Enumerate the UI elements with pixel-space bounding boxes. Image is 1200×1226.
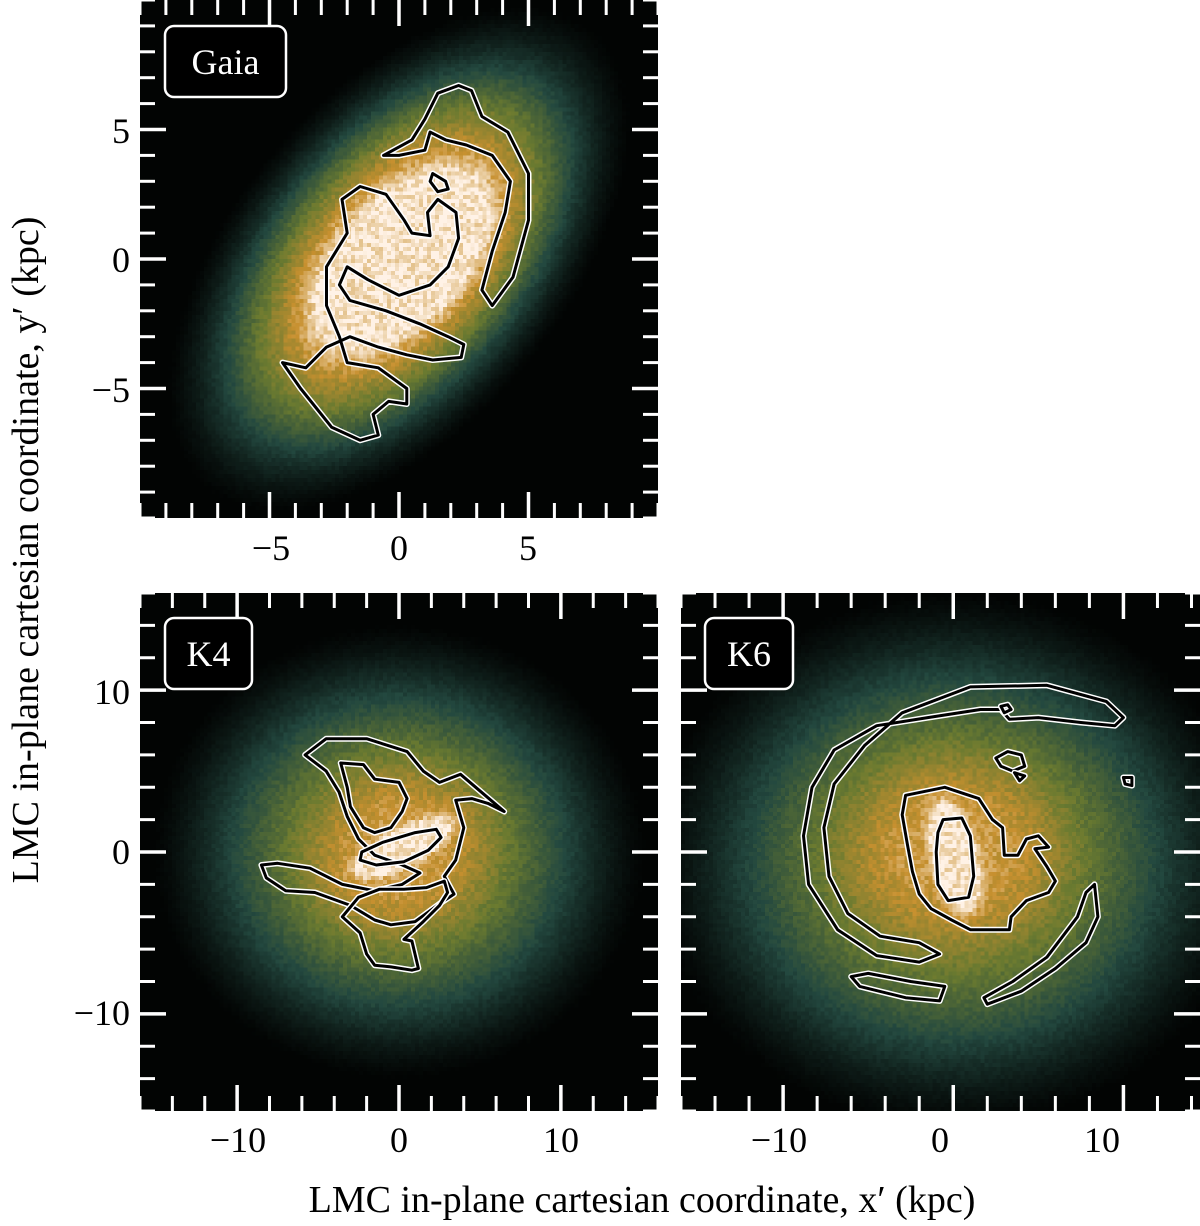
k4-contour-1 [339, 761, 409, 835]
panel-gaia: Gaia −5 0 5 5 0 −5 [92, 0, 660, 568]
panel-k6-contours [800, 682, 1135, 1008]
panel-k6-label: K6 [727, 634, 771, 674]
panel-k4-label-box: K4 [163, 616, 254, 691]
gaia-contour-0 [281, 185, 466, 442]
panel-k6-ticks [679, 591, 1200, 1113]
gaia-contour-2 [428, 172, 450, 194]
panel-gaia-xtick-labels: −5 0 5 [252, 528, 537, 568]
y-axis-title: LMC in-plane cartesian coordinate, y′ (k… [5, 217, 47, 884]
k6-contour-0 [802, 683, 1125, 964]
k6-contour-2 [982, 882, 1100, 1006]
k6-contour-8 [1121, 776, 1134, 788]
k4-contour-3 [358, 827, 443, 867]
panel-gaia-ytick-labels: 5 0 −5 [92, 111, 130, 410]
gaia-ytick-label-5: 5 [112, 111, 130, 151]
k6-xtick-label-neg10: −10 [751, 1120, 807, 1160]
k6-contour-3 [900, 785, 1057, 932]
panel-k4-contours [258, 735, 508, 974]
k4-ytick-label-neg10: −10 [74, 993, 130, 1033]
k6-contour-7 [1013, 771, 1027, 783]
gaia-xtick-label-0: 0 [390, 528, 408, 568]
k4-xtick-label-0: 0 [390, 1120, 408, 1160]
k6-xtick-label-10: 10 [1084, 1120, 1120, 1160]
gaia-ytick-label-neg5: −5 [92, 370, 130, 410]
gaia-xtick-label-neg5: −5 [252, 528, 290, 568]
gaia-xtick-label-5: 5 [519, 528, 537, 568]
panel-k4-ytick-labels: 10 0 −10 [74, 672, 130, 1033]
gaia-ytick-label-0: 0 [112, 240, 130, 280]
k4-ytick-label-10: 10 [94, 672, 130, 712]
panel-k6: K6 −10 0 10 [679, 591, 1200, 1160]
panel-gaia-ticks [138, 0, 660, 520]
panel-k4-label: K4 [187, 634, 231, 674]
k6-contour-1 [849, 971, 947, 1003]
k4-xtick-label-10: 10 [543, 1120, 579, 1160]
k6-contour-6 [994, 750, 1027, 773]
k4-xtick-label-neg10: −10 [210, 1120, 266, 1160]
k6-xtick-label-0: 0 [931, 1120, 949, 1160]
panel-gaia-label: Gaia [192, 42, 260, 82]
panel-k6-xtick-labels: −10 0 10 [751, 1120, 1120, 1160]
panel-gaia-label-box: Gaia [163, 24, 288, 99]
x-axis-title: LMC in-plane cartesian coordinate, x′ (k… [309, 1179, 976, 1221]
panel-k4-ticks [138, 591, 660, 1113]
k6-contour-5 [999, 703, 1013, 715]
panel-k4: K4 −10 0 10 10 0 −10 [74, 591, 660, 1160]
panel-gaia-contours [279, 82, 532, 444]
k4-contour-2 [340, 879, 450, 972]
k4-contour-0 [259, 737, 506, 927]
panel-k4-xtick-labels: −10 0 10 [210, 1120, 579, 1160]
k6-contour-4 [934, 816, 976, 903]
k4-ytick-label-0: 0 [112, 832, 130, 872]
gaia-contour-1 [382, 84, 530, 308]
panel-k6-label-box: K6 [703, 616, 795, 691]
